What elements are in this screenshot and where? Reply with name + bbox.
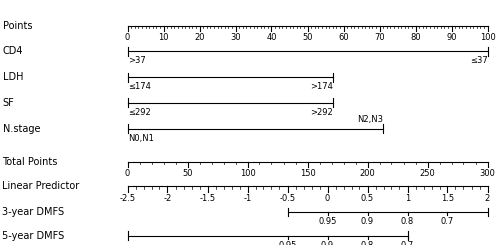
Text: >37: >37 xyxy=(128,56,146,65)
Text: 40: 40 xyxy=(266,33,276,42)
Text: ≤37: ≤37 xyxy=(470,56,488,65)
Text: 1.5: 1.5 xyxy=(441,194,454,203)
Text: 250: 250 xyxy=(420,169,436,178)
Text: 60: 60 xyxy=(338,33,349,42)
Text: -1.5: -1.5 xyxy=(200,194,216,203)
Text: LDH: LDH xyxy=(2,72,23,82)
Text: 0.8: 0.8 xyxy=(361,241,374,245)
Text: N0,N1: N0,N1 xyxy=(128,134,154,143)
Text: 50: 50 xyxy=(302,33,313,42)
Text: N.stage: N.stage xyxy=(2,124,40,134)
Text: 150: 150 xyxy=(300,169,316,178)
Text: 2: 2 xyxy=(485,194,490,203)
Text: 0.7: 0.7 xyxy=(441,217,454,226)
Text: 0.95: 0.95 xyxy=(318,217,336,226)
Text: >174: >174 xyxy=(310,82,332,91)
Text: 0: 0 xyxy=(125,169,130,178)
Text: ≤292: ≤292 xyxy=(128,108,151,117)
Text: 50: 50 xyxy=(182,169,193,178)
Text: 100: 100 xyxy=(480,33,496,42)
Text: 0.9: 0.9 xyxy=(321,241,334,245)
Text: >292: >292 xyxy=(310,108,332,117)
Text: 90: 90 xyxy=(446,33,457,42)
Text: ≤174: ≤174 xyxy=(128,82,152,91)
Text: Linear Predictor: Linear Predictor xyxy=(2,181,80,191)
Text: 20: 20 xyxy=(194,33,205,42)
Text: -0.5: -0.5 xyxy=(280,194,295,203)
Text: -1: -1 xyxy=(244,194,252,203)
Text: 0.7: 0.7 xyxy=(401,241,414,245)
Text: 1: 1 xyxy=(405,194,410,203)
Text: -2: -2 xyxy=(164,194,172,203)
Text: 10: 10 xyxy=(158,33,169,42)
Text: 5-year DMFS: 5-year DMFS xyxy=(2,231,65,241)
Text: 100: 100 xyxy=(240,169,256,178)
Text: 0.8: 0.8 xyxy=(401,217,414,226)
Text: 0.95: 0.95 xyxy=(278,241,296,245)
Text: N2,N3: N2,N3 xyxy=(357,115,383,124)
Text: 0: 0 xyxy=(325,194,330,203)
Text: SF: SF xyxy=(2,98,14,108)
Text: 30: 30 xyxy=(230,33,241,42)
Text: 300: 300 xyxy=(480,169,496,178)
Text: Points: Points xyxy=(2,21,32,31)
Text: 0.5: 0.5 xyxy=(361,194,374,203)
Text: 80: 80 xyxy=(410,33,421,42)
Text: CD4: CD4 xyxy=(2,47,23,56)
Text: 0.9: 0.9 xyxy=(361,217,374,226)
Text: Total Points: Total Points xyxy=(2,157,58,167)
Text: -2.5: -2.5 xyxy=(120,194,136,203)
Text: 3-year DMFS: 3-year DMFS xyxy=(2,207,64,217)
Text: 0: 0 xyxy=(125,33,130,42)
Text: 70: 70 xyxy=(374,33,385,42)
Text: 200: 200 xyxy=(360,169,376,178)
